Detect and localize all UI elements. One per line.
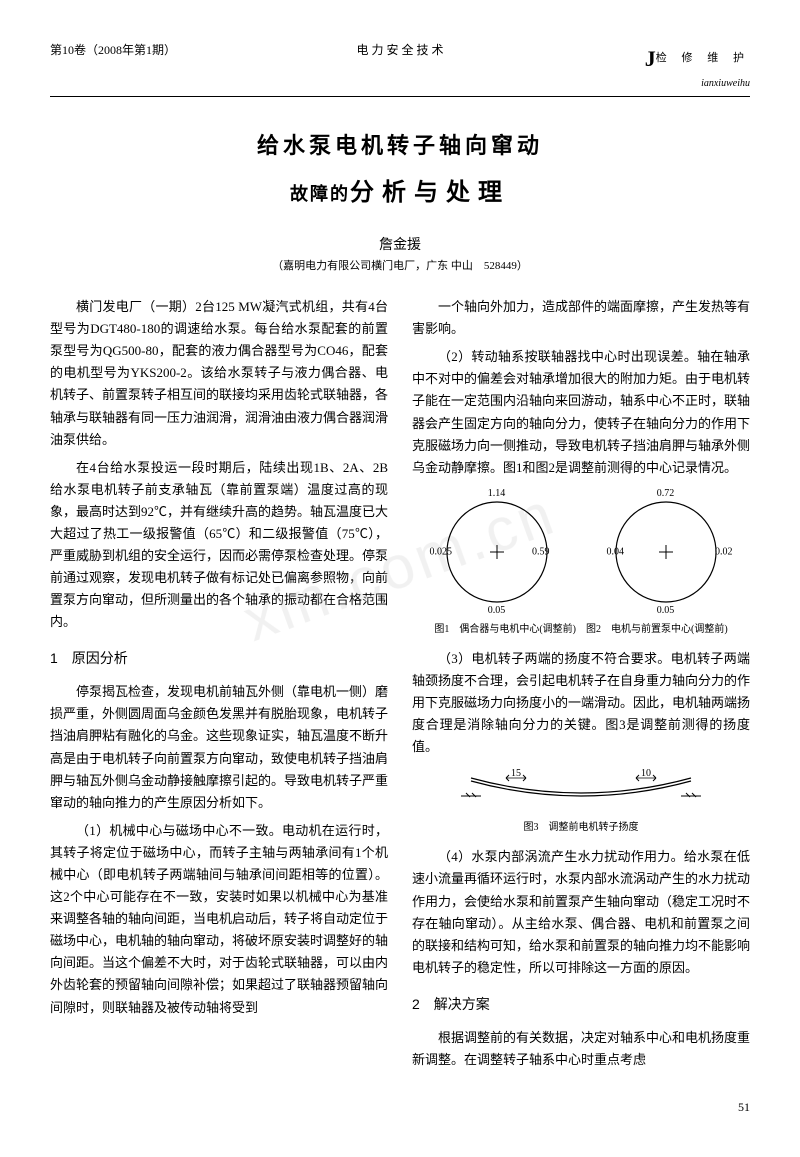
header-journal: 电 力 安 全 技 术 [283,40,516,60]
para: （2）转动轴系按联轴器找中心时出现误差。轴在轴承中不对中的偏差会对轴承增加很大的… [412,346,750,479]
para: （3）电机转子两端的扬度不符合要求。电机转子两端轴颈扬度不合理，会引起电机转子在… [412,648,750,758]
fig2-bottom: 0.05 [657,602,675,619]
body-columns: 横门发电厂（一期）2台125 MW凝汽式机组，共有4台型号为DGT480-180… [50,296,750,1077]
para: （1）机械中心与磁场中心不一致。电动机在运行时，其转子将定位于磁场中心，而转子主… [50,820,388,1019]
header-section-pinyin: ianxiuweihu [517,75,750,92]
section-title-1: 1 原因分析 [50,647,388,671]
para: 横门发电厂（一期）2台125 MW凝汽式机组，共有4台型号为DGT480-180… [50,296,388,451]
title-block: 给水泵电机转子轴向窜动 故障的分析与处理 [50,127,750,213]
header-section: J检 修 维 护 ianxiuweihu [517,40,750,92]
figure-3: 15 10 [412,768,750,815]
fig2-top: 0.72 [657,485,675,502]
figure-1-circle: 1.14 0.025 0.59 0.05 [432,487,562,617]
fig1-right: 0.59 [532,543,550,560]
para: 根据调整前的有关数据，决定对轴系中心和电机扬度重新调整。在调整转子轴系中心时重点… [412,1027,750,1071]
header-volume: 第10卷（2008年第1期） [50,40,283,60]
figure-3-caption: 图3 调整前电机转子扬度 [412,819,750,836]
fig1-top: 1.14 [488,485,506,502]
figure-1-2: 1.14 0.025 0.59 0.05 0.72 0.04 0.02 0.05 [412,487,750,617]
left-column: 横门发电厂（一期）2台125 MW凝汽式机组，共有4台型号为DGT480-180… [50,296,388,1077]
para: （4）水泵内部涡流产生水力扰动作用力。给水泵在低速小流量再循环运行时，水泵内部水… [412,846,750,979]
author-block: 詹金援 （嘉明电力有限公司横门电厂，广东 中山 528449） [50,234,750,276]
section-title-2: 2 解决方案 [412,993,750,1017]
author-name: 詹金援 [50,234,750,258]
para: 停泵揭瓦检查，发现电机前轴瓦外侧（靠电机一侧）磨损严重，外侧圆周面乌金颜色发黑并… [50,681,388,814]
header-section-cn: 检 修 维 护 [656,52,750,64]
fig2-left: 0.04 [607,543,625,560]
fig1-bottom: 0.05 [488,602,506,619]
para: 一个轴向外加力，造成部件的端面摩擦，产生发热等有害影响。 [412,296,750,340]
title-big: 分析与处理 [350,179,510,206]
fig3-left-val: 15 [511,768,521,779]
fig1-left: 0.025 [430,543,453,560]
author-affil: （嘉明电力有限公司横门电厂，广东 中山 528449） [50,257,750,276]
para: 在4台给水泵投运一段时期后，陆续出现1B、2A、2B给水泵电机转子前支承轴瓦（靠… [50,457,388,634]
header-j-icon: J [645,46,656,71]
page-number: 51 [50,1097,750,1117]
page-header: 第10卷（2008年第1期） 电 力 安 全 技 术 J检 修 维 护 ianx… [50,40,750,97]
figure-1-2-caption: 图1 偶合器与电机中心(调整前) 图2 电机与前置泵中心(调整前) [412,621,750,638]
fig3-right-val: 10 [641,768,651,779]
figure-2-circle: 0.72 0.04 0.02 0.05 [601,487,731,617]
title-line2: 故障的分析与处理 [50,173,750,214]
title-prefix: 故障的 [290,184,350,204]
title-line1: 给水泵电机转子轴向窜动 [50,127,750,164]
fig2-right: 0.02 [715,543,733,560]
right-column: 一个轴向外加力，造成部件的端面摩擦，产生发热等有害影响。 （2）转动轴系按联轴器… [412,296,750,1077]
